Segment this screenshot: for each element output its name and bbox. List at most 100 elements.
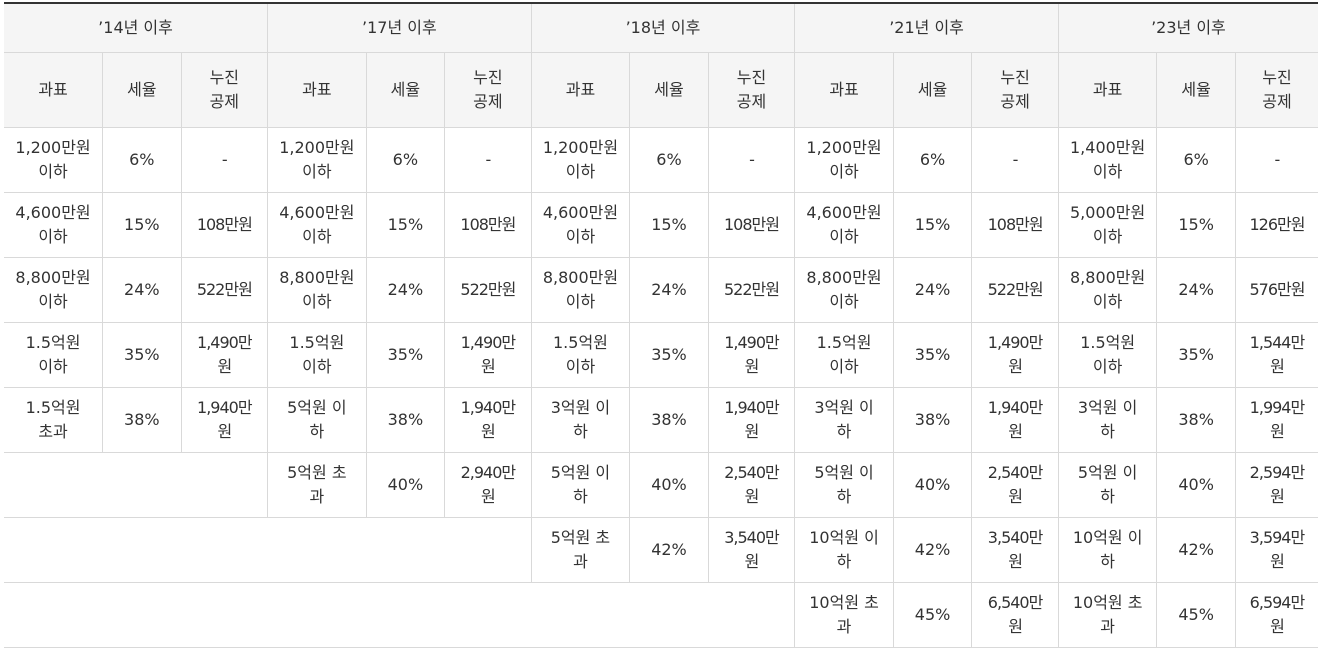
tax-rate-table-body: 1,200만원 이하 6% -1,200만원 이하 6% -1,200만원 이하 6% -1,20… [4, 127, 1318, 648]
cell-rate: 35% [629, 322, 709, 388]
period-header: ’21년 이후 [794, 2, 1059, 53]
column-header-rate: 세율 [365, 52, 446, 128]
table-row: 1,200만원 이하 6% -1,200만원 이하 6% -1,200만원 이하 6% -1,20… [4, 127, 1318, 193]
cell-deduction: 108만원 [707, 192, 796, 258]
cell-deduction: 3,540만 원 [707, 517, 796, 583]
cell-rate: 6% [365, 127, 446, 193]
cell-base: 1.5억원 이하 [267, 322, 367, 388]
tax-rate-table: ’14년 이후 ’17년 이후 ’18년 이후 ’21년 이후 ’23년 이후 … [4, 2, 1318, 648]
cell-base: 1.5억원 초과 [4, 387, 104, 453]
cell-deduction: 576만원 [1234, 257, 1318, 323]
cell-rate: 24% [365, 257, 446, 323]
cell-rate: 6% [1156, 127, 1236, 193]
period-header-row: ’14년 이후 ’17년 이후 ’18년 이후 ’21년 이후 ’23년 이후 [4, 2, 1318, 53]
cell-base: 1.5억원 이하 [1057, 322, 1158, 388]
cell-rate: 6% [629, 127, 709, 193]
cell-rate: 24% [629, 257, 709, 323]
cell-deduction: 108만원 [180, 192, 269, 258]
cell-base: 1,200만원 이하 [267, 127, 367, 193]
cell-deduction: 1,994만 원 [1234, 387, 1318, 453]
cell-rate: 35% [892, 322, 973, 388]
cell-rate: 35% [365, 322, 446, 388]
cell-rate: 42% [892, 517, 973, 583]
cell-base: 4,600만원 이하 [530, 192, 631, 258]
cell-rate: 24% [892, 257, 973, 323]
cell-deduction: 522만원 [180, 257, 269, 323]
cell-rate: 15% [365, 192, 446, 258]
column-header-deduction: 누진 공제 [180, 52, 269, 128]
cell-base: 1,200만원 이하 [530, 127, 631, 193]
table-row: 4,600만원 이하 15% 108만원 4,600만원 이하 15% 108만원 4,600만… [4, 192, 1318, 258]
cell-rate: 15% [102, 192, 182, 258]
cell-deduction: - [180, 127, 269, 193]
cell-deduction: - [1234, 127, 1318, 193]
cell-base: 1,400만원 이하 [1057, 127, 1158, 193]
cell-deduction: 1,490만 원 [707, 322, 796, 388]
cell-rate: 38% [1156, 387, 1236, 453]
cell-rate: 40% [629, 452, 709, 518]
cell-base: 1,200만원 이하 [794, 127, 894, 193]
cell-base: 1.5억원 이하 [4, 322, 104, 388]
cell-base: 8,800만원 이하 [794, 257, 894, 323]
cell-rate: 24% [1156, 257, 1236, 323]
column-header-deduction: 누진 공제 [707, 52, 796, 128]
cell-deduction: 1,490만 원 [971, 322, 1059, 388]
cell-rate: 42% [1156, 517, 1236, 583]
cell-base: 8,800만원 이하 [1057, 257, 1158, 323]
column-header-rate: 세율 [629, 52, 709, 128]
cell-rate: 42% [629, 517, 709, 583]
empty-cell [4, 452, 269, 518]
cell-deduction: 108만원 [971, 192, 1059, 258]
cell-base: 8,800만원 이하 [267, 257, 367, 323]
cell-rate: 38% [365, 387, 446, 453]
column-header-base: 과표 [794, 52, 894, 128]
column-header-deduction: 누진 공제 [1234, 52, 1318, 128]
cell-rate: 15% [1156, 192, 1236, 258]
cell-rate: 38% [892, 387, 973, 453]
cell-deduction: 522만원 [444, 257, 532, 323]
cell-rate: 45% [1156, 582, 1236, 648]
column-header-rate: 세율 [892, 52, 973, 128]
cell-base: 1.5억원 이하 [530, 322, 631, 388]
period-header: ’17년 이후 [267, 2, 532, 53]
cell-deduction: - [444, 127, 532, 193]
cell-deduction: 522만원 [971, 257, 1059, 323]
cell-rate: 6% [892, 127, 973, 193]
cell-deduction: 1,544만 원 [1234, 322, 1318, 388]
cell-base: 4,600만원 이하 [4, 192, 104, 258]
cell-base: 4,600만원 이하 [267, 192, 367, 258]
cell-deduction: 1,940만 원 [180, 387, 269, 453]
empty-cell [4, 517, 532, 583]
column-header-deduction: 누진 공제 [444, 52, 532, 128]
column-header-base: 과표 [1057, 52, 1158, 128]
cell-base: 8,800만원 이하 [4, 257, 104, 323]
cell-rate: 24% [102, 257, 182, 323]
table-row: 8,800만원 이하 24% 522만원 8,800만원 이하 24% 522만원 8,800만… [4, 257, 1318, 323]
cell-deduction: 1,940만 원 [707, 387, 796, 453]
column-header-rate: 세율 [102, 52, 182, 128]
cell-deduction: 126만원 [1234, 192, 1318, 258]
period-header: ’14년 이후 [4, 2, 269, 53]
cell-rate: 15% [629, 192, 709, 258]
cell-base: 4,600만원 이하 [794, 192, 894, 258]
period-header: ’18년 이후 [530, 2, 796, 53]
column-header-base: 과표 [267, 52, 367, 128]
cell-deduction: 108만원 [444, 192, 532, 258]
cell-deduction: 1,490만 원 [444, 322, 532, 388]
table-row: 5억원 초 과 40% 2,940만 원 5억원 이 하 40% 2,540만 원 5억원 이 하 40… [4, 452, 1318, 518]
cell-deduction: 2,594만 원 [1234, 452, 1318, 518]
cell-deduction: 3,540만 원 [971, 517, 1059, 583]
cell-rate: 15% [892, 192, 973, 258]
cell-rate: 40% [365, 452, 446, 518]
cell-rate: 38% [629, 387, 709, 453]
